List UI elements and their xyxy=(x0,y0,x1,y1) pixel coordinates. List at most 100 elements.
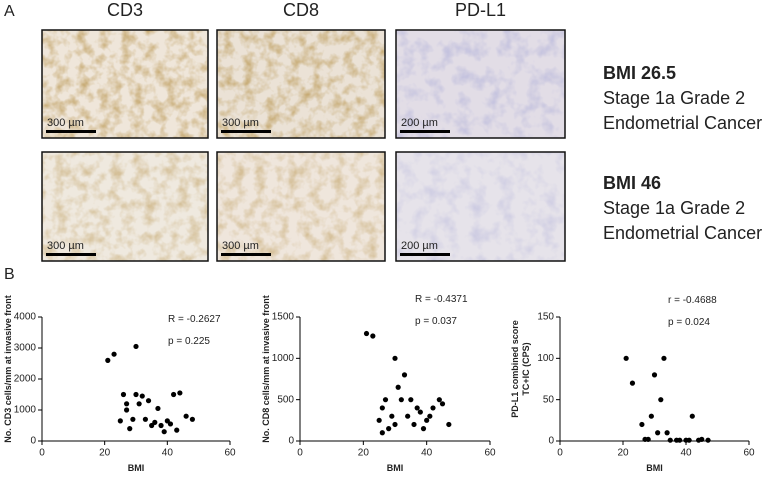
scatter-point xyxy=(417,409,423,415)
scatter-point xyxy=(111,351,117,357)
scatter-point xyxy=(395,384,401,390)
scatter-point xyxy=(623,355,629,361)
scatter-point xyxy=(427,413,433,419)
image-texture xyxy=(42,30,208,138)
scatter-point xyxy=(439,401,446,407)
scatter-point xyxy=(171,391,177,398)
case-description: Stage 1a Grade 2 xyxy=(603,198,745,218)
scatter-point xyxy=(379,405,385,411)
scale-label: 300 µm xyxy=(47,117,84,129)
scatter-point xyxy=(661,355,667,361)
stat-annotation: p = 0.037 xyxy=(415,316,457,327)
x-tick-label: 40 xyxy=(421,448,433,459)
scatter-point xyxy=(133,343,139,350)
scatter-point xyxy=(651,372,658,378)
scatter-point xyxy=(420,426,427,432)
scatter-point xyxy=(120,391,127,398)
scatter-point xyxy=(667,437,673,443)
scatter-point xyxy=(430,405,436,411)
image-border xyxy=(41,151,209,262)
image-border xyxy=(41,29,209,139)
y-tick-label: 4000 xyxy=(14,312,37,323)
scatter-point xyxy=(139,393,145,399)
scatter-point xyxy=(183,413,189,419)
scatter-point xyxy=(414,405,420,411)
scatter-point xyxy=(389,413,395,419)
scatter-point xyxy=(699,436,705,442)
scale-label: 300 µm xyxy=(222,117,259,129)
x-axis-label: BMI xyxy=(646,463,663,473)
scatter-point xyxy=(376,417,382,423)
scatter-point xyxy=(117,418,123,424)
stat-annotation: r = -0.4688 xyxy=(668,295,717,306)
image-texture xyxy=(217,30,385,138)
x-tick-label: 40 xyxy=(680,448,692,459)
y-tick-label: 150 xyxy=(537,312,554,323)
scatter-point xyxy=(105,357,111,363)
x-tick-label: 0 xyxy=(557,448,563,459)
bmi-label: BMI 46 xyxy=(603,173,661,193)
y-axis-label: TC+IC (CPS) xyxy=(521,342,531,395)
scale-label: 300 µm xyxy=(47,240,84,252)
y-tick-label: 1000 xyxy=(14,405,37,416)
scatter-point xyxy=(130,416,136,422)
x-tick-label: 60 xyxy=(224,448,236,459)
scale-bar xyxy=(400,130,450,133)
y-tick-label: 1500 xyxy=(272,312,295,323)
stat-annotation: R = -0.2627 xyxy=(168,314,221,325)
scatter-point xyxy=(398,397,404,403)
scatter-point xyxy=(363,330,370,337)
scatter-point xyxy=(686,437,692,443)
scatter-point xyxy=(392,355,398,361)
scatter-point xyxy=(436,397,442,403)
scatter-point xyxy=(145,398,152,404)
x-tick-label: 20 xyxy=(617,448,629,459)
scale-bar xyxy=(400,253,450,256)
scatter-point xyxy=(645,436,651,442)
scatter-point xyxy=(664,430,670,436)
scale-bar xyxy=(221,130,271,133)
scale-label: 200 µm xyxy=(401,240,438,252)
stat-annotation: p = 0.225 xyxy=(168,336,210,347)
scale-bar xyxy=(46,130,96,133)
scatter-point xyxy=(405,413,411,419)
image-texture xyxy=(396,152,565,261)
scatter-point xyxy=(639,421,645,428)
image-texture xyxy=(42,152,208,261)
scale-bar xyxy=(221,253,271,256)
scatter-point xyxy=(379,430,385,436)
scatter-point xyxy=(446,421,452,428)
y-axis-label: No. CD8 cells/mm at invasive front xyxy=(261,295,271,443)
x-axis-label: BMI xyxy=(387,463,404,473)
image-texture xyxy=(396,30,565,138)
scatter-point xyxy=(124,407,130,413)
scatter-point xyxy=(677,437,683,443)
scale-bar xyxy=(46,253,96,256)
panel-label: B xyxy=(4,266,15,283)
scatter-point xyxy=(401,372,408,378)
scatter-point xyxy=(370,333,376,339)
x-tick-label: 0 xyxy=(297,448,303,459)
column-header: PD-L1 xyxy=(455,0,506,20)
scatter-point xyxy=(705,437,711,443)
image-border xyxy=(395,29,566,139)
y-axis-label: PD-L1 combined score xyxy=(510,320,520,418)
y-tick-label: 3000 xyxy=(14,343,37,354)
x-axis-label: BMI xyxy=(128,463,145,473)
x-tick-label: 20 xyxy=(99,448,111,459)
scatter-point xyxy=(392,421,398,428)
scatter-point xyxy=(655,430,661,436)
scale-label: 200 µm xyxy=(401,117,438,129)
image-border xyxy=(216,151,386,262)
scatter-point xyxy=(648,413,654,419)
y-tick-label: 0 xyxy=(288,436,294,447)
y-tick-label: 0 xyxy=(30,436,36,447)
scatter-point xyxy=(177,390,183,396)
stat-annotation: R = -0.4371 xyxy=(415,294,468,305)
y-tick-label: 1000 xyxy=(272,353,295,364)
x-tick-label: 60 xyxy=(743,448,755,459)
scatter-point xyxy=(174,427,180,433)
scatter-point xyxy=(127,426,133,432)
scatter-point xyxy=(408,397,414,403)
